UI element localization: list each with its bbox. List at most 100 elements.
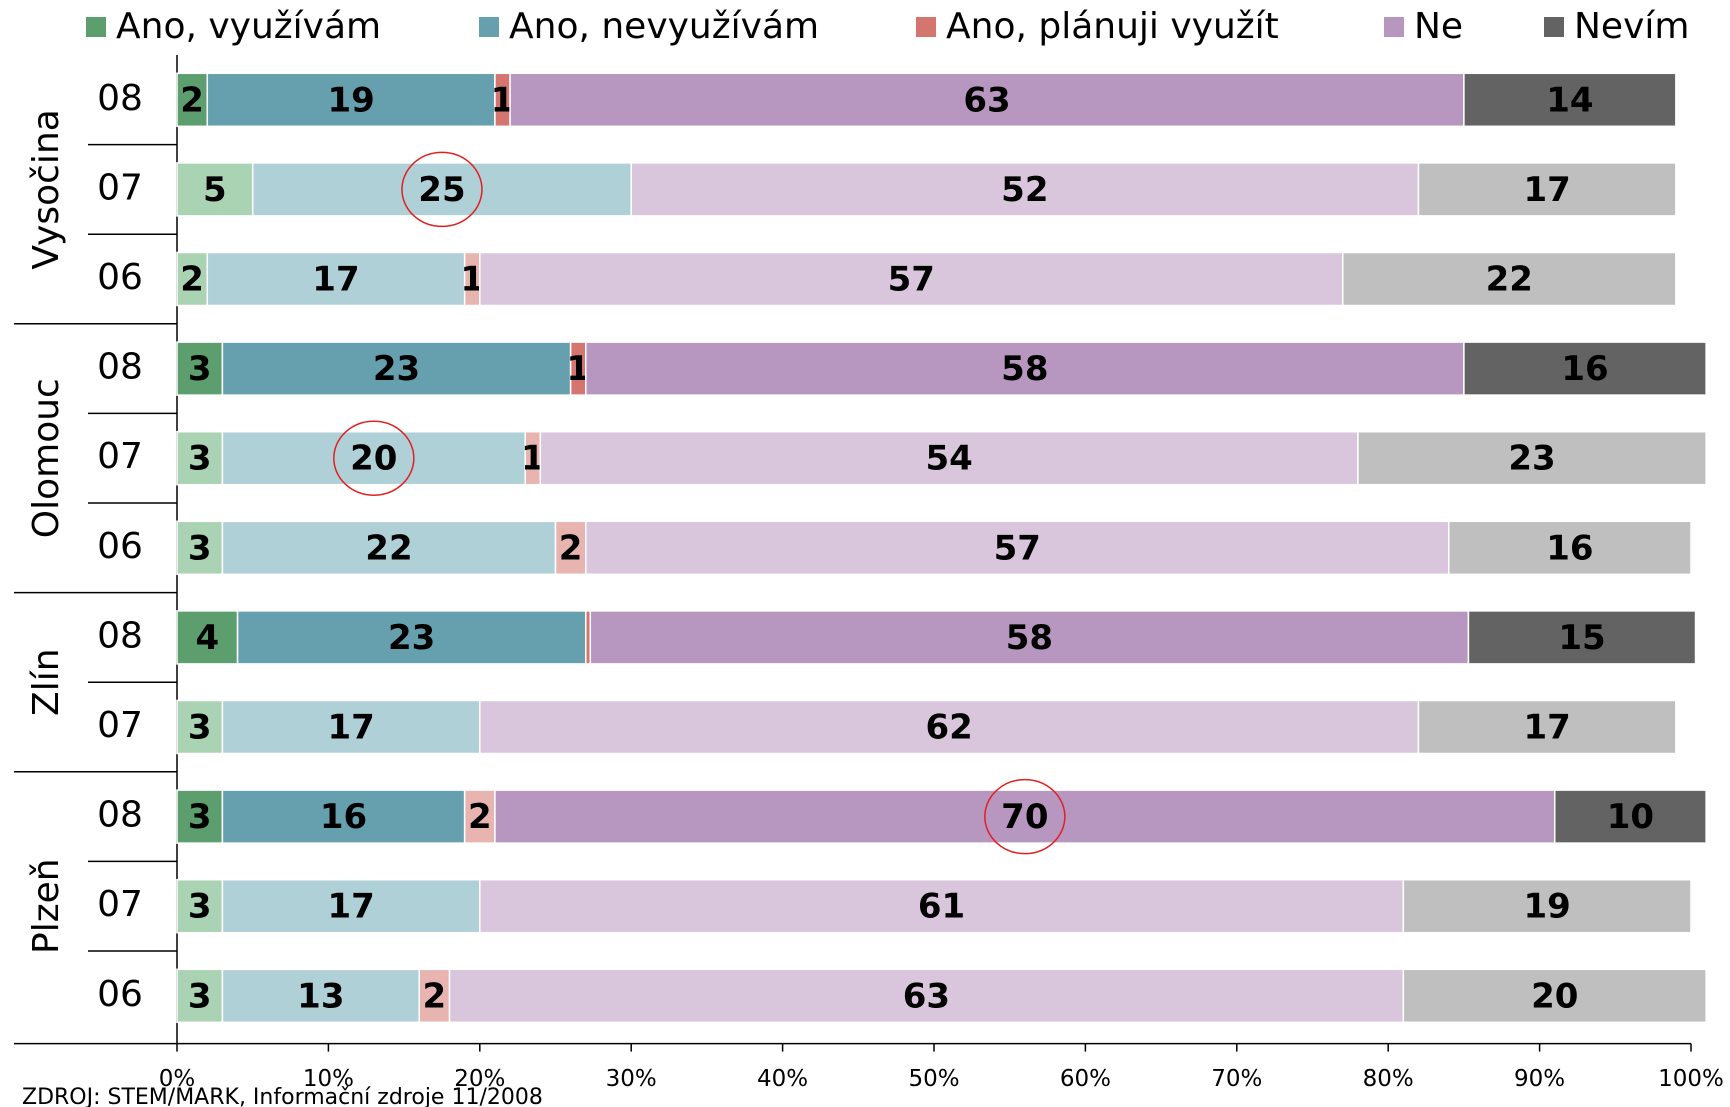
legend-label: Ano, využívám <box>116 6 381 47</box>
bar-segment <box>448 968 1405 1024</box>
bar-segment <box>221 699 481 755</box>
bar-segment <box>1402 878 1692 934</box>
bar-segment <box>1402 968 1707 1024</box>
bar-segment <box>176 878 224 934</box>
bar-segment <box>589 610 1470 665</box>
value-label: 63 <box>963 80 1010 120</box>
group-label: Vysočina <box>26 109 67 269</box>
value-label: 3 <box>188 887 212 927</box>
legend-swatch <box>1384 17 1404 37</box>
value-label: 58 <box>1006 618 1053 658</box>
value-label: 23 <box>1508 439 1555 479</box>
value-label: 54 <box>925 439 972 479</box>
source: ZDROJ: STEM/MARK, Informační zdroje 11/2… <box>22 1085 543 1107</box>
value-label: 22 <box>1486 260 1533 300</box>
value-label: 23 <box>373 349 420 389</box>
bar-segment <box>1357 430 1707 486</box>
x-tick-label: 10% <box>303 1066 354 1092</box>
value-label: 15 <box>1558 618 1605 658</box>
bar-segment <box>479 699 1420 755</box>
bar-segment <box>236 610 587 665</box>
value-label: 22 <box>365 528 412 568</box>
row-label: 08 <box>97 615 143 656</box>
bar-segment <box>479 251 1344 307</box>
value-label: 4 <box>195 618 219 658</box>
highlight-circle <box>984 778 1066 855</box>
value-label: 1 <box>491 80 515 120</box>
bar-segment <box>176 72 209 128</box>
legend-label: Ano, plánuji využít <box>946 6 1279 47</box>
value-label: 5 <box>203 170 227 210</box>
value-label: 3 <box>188 708 212 748</box>
x-tick-label: 60% <box>1060 1066 1111 1092</box>
row-label: 06 <box>97 526 143 567</box>
value-label: 13 <box>297 976 344 1016</box>
highlight-circle <box>401 151 483 228</box>
bar-segment <box>630 162 1420 217</box>
value-label: 3 <box>188 976 212 1016</box>
row-label: 07 <box>97 167 143 208</box>
row-label: 07 <box>97 705 143 746</box>
bar-segment <box>221 341 572 396</box>
value-label: 1 <box>460 260 484 300</box>
bar-segment <box>206 72 496 128</box>
bar-segment <box>176 520 224 576</box>
value-label: 3 <box>188 797 212 837</box>
bar-segment <box>585 341 1465 396</box>
value-label: 2 <box>468 797 492 837</box>
value-label: 57 <box>888 260 935 300</box>
legend-label: Ano, nevyužívám <box>509 6 819 47</box>
value-label: 2 <box>180 80 204 120</box>
row-label: 08 <box>97 795 143 836</box>
row-label: 08 <box>97 78 143 119</box>
x-tick-label: 20% <box>454 1066 505 1092</box>
value-label: 3 <box>188 528 212 568</box>
row-label: 06 <box>97 974 143 1015</box>
legend-swatch <box>1544 17 1564 37</box>
bar-segment <box>1463 72 1677 128</box>
value-label: 63 <box>903 976 950 1016</box>
bar-segment <box>176 341 224 396</box>
value-label: 3 <box>188 439 212 479</box>
bar-segment <box>221 878 481 934</box>
bar-segment <box>176 610 239 665</box>
group-label: Plzeň <box>26 858 67 954</box>
value-label: 2 <box>559 528 583 568</box>
legend-swatch <box>479 17 499 37</box>
x-tick-label: 30% <box>606 1066 657 1092</box>
x-tick-label: 0% <box>159 1066 196 1092</box>
bar-segment <box>251 162 632 217</box>
value-label: 17 <box>327 887 374 927</box>
legend-label: Ne <box>1414 6 1463 47</box>
bar-segment <box>509 72 1465 128</box>
legend-swatch <box>916 17 936 37</box>
value-label: 23 <box>388 618 435 658</box>
bar-segment <box>1553 789 1707 844</box>
group-label: Olomouc <box>26 378 67 538</box>
value-label: 17 <box>1524 708 1571 748</box>
value-label: 25 <box>418 170 465 210</box>
x-tick-label: 40% <box>757 1066 808 1092</box>
bar-segment <box>206 251 466 307</box>
value-label: 17 <box>1524 170 1571 210</box>
value-label: 10 <box>1607 797 1654 837</box>
bar-segment <box>1342 251 1677 307</box>
value-label: 58 <box>1001 349 1048 389</box>
x-tick-label: 70% <box>1211 1066 1262 1092</box>
value-label: 16 <box>320 797 367 837</box>
row-label: 07 <box>97 436 143 477</box>
bar-segment <box>221 789 466 844</box>
legend-label: Nevím <box>1574 6 1689 47</box>
legend-swatch <box>86 17 106 37</box>
bar-segment <box>494 789 1556 844</box>
highlight-circle <box>333 420 415 496</box>
value-label: 62 <box>925 708 972 748</box>
value-label: 19 <box>327 80 374 120</box>
value-label: 3 <box>188 349 212 389</box>
value-label: 20 <box>1531 976 1578 1016</box>
x-tick-label: 90% <box>1514 1066 1565 1092</box>
bar-segment <box>1417 162 1677 217</box>
value-label: 2 <box>180 260 204 300</box>
group-label: Zlín <box>26 648 67 715</box>
